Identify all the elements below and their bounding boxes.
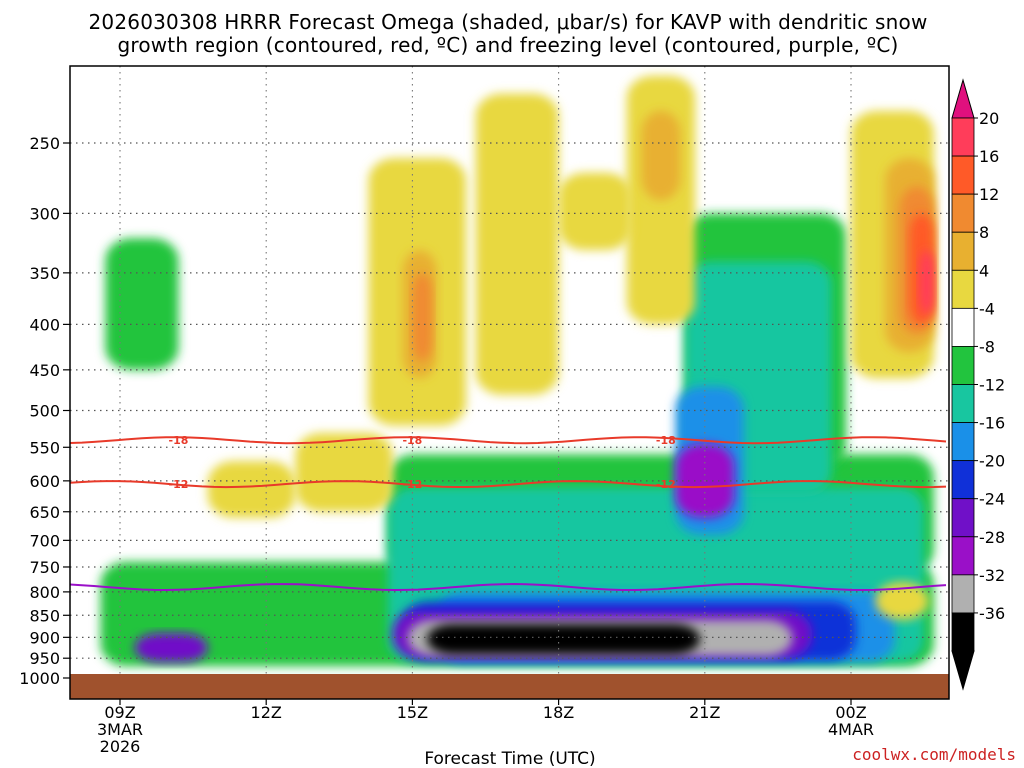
y-tick-label-750: 750 [29, 558, 60, 577]
colorbar-label-2: 12 [979, 185, 999, 204]
colorbar-swatch-5 [951, 307, 975, 347]
omega-region-25 [412, 272, 432, 362]
contour-label-1-1: -12 [402, 478, 422, 491]
y-tick-label-250: 250 [29, 134, 60, 153]
colorbar-label-5: -4 [979, 299, 995, 318]
y-tick-label-900: 900 [29, 628, 60, 647]
colorbar-bottom-arrow [951, 650, 975, 691]
omega-region-23 [641, 110, 681, 201]
colorbar-swatch-7 [951, 384, 975, 423]
contour-label-1-2: -12 [656, 478, 676, 491]
x-tick-label-21Z-0: 21Z [689, 703, 720, 722]
y-tick-label-650: 650 [29, 503, 60, 522]
contour-1 [70, 480, 947, 489]
omega-region-17 [558, 172, 632, 251]
omega-region-28 [919, 250, 934, 315]
credit-text: coolwx.com/models [852, 745, 1016, 764]
omega-region-19 [295, 432, 393, 512]
colorbar-swatch-1 [951, 155, 975, 195]
y-tick-label-550: 550 [29, 438, 60, 457]
colorbar-swatch-8 [951, 422, 975, 462]
omega-region-9 [134, 633, 208, 663]
contour-2 [70, 582, 947, 592]
contour-label-1-0: -12 [169, 478, 189, 491]
contour-0 [70, 436, 947, 445]
temperature-contours: -18 -18 -18 -12 -12 -12 [70, 434, 947, 592]
x-tick-label-00Z-1: 4MAR [828, 720, 874, 739]
y-tick-label-950: 950 [29, 649, 60, 668]
colorbar-label-9: -20 [979, 452, 1005, 471]
ground-surface [70, 674, 949, 699]
x-tick-label-09Z-0: 09Z [104, 703, 135, 722]
colorbar-label-7: -12 [979, 376, 1005, 395]
chart-title: 2026030308 HRRR Forecast Omega (shaded, … [89, 10, 928, 57]
colorbar-swatch-9 [951, 460, 975, 500]
colorbar-swatch-12 [951, 574, 975, 614]
chart-title-line-2: growth region (contoured, red, ºC) and f… [117, 33, 898, 57]
colorbar-swatch-13 [951, 612, 975, 652]
x-tick-label-09Z-2: 2026 [100, 737, 141, 756]
y-tick-label-800: 800 [29, 583, 60, 602]
omega-region-20 [207, 461, 296, 518]
chart-title-line-1: 2026030308 HRRR Forecast Omega (shaded, … [89, 10, 928, 34]
colorbar-top-arrow [951, 78, 975, 119]
y-axis: 250 300 350 400 450 500 550 600 650 700 750 800 850 9… [19, 134, 70, 688]
x-tick-label-09Z-1: 3MAR [97, 720, 143, 739]
colorbar-label-4: 4 [979, 261, 989, 280]
contour-label-0-1: -18 [402, 434, 422, 447]
omega-region-13 [427, 624, 700, 655]
omega-region-3 [105, 238, 179, 370]
y-tick-label-1000: 1000 [19, 669, 60, 688]
y-tick-label-350: 350 [29, 264, 60, 283]
x-tick-label-15Z-0: 15Z [397, 703, 428, 722]
y-tick-label-450: 450 [29, 361, 60, 380]
colorbar-label-1: 16 [979, 147, 999, 166]
y-tick-label-500: 500 [29, 402, 60, 421]
colorbar-label-6: -8 [979, 337, 995, 356]
colorbar-swatch-6 [951, 346, 975, 385]
colorbar-label-11: -28 [979, 528, 1005, 547]
x-tick-label-00Z-0: 00Z [835, 703, 866, 722]
contour-label-0-2: -18 [656, 434, 676, 447]
y-tick-label-400: 400 [29, 315, 60, 334]
colorbar-label-0: 20 [979, 109, 999, 128]
colorbar-swatch-2 [951, 193, 975, 233]
colorbar-swatch-4 [951, 269, 975, 309]
y-tick-label-700: 700 [29, 531, 60, 550]
colorbar: 20 16 12 8 4 -4 -8 -12 -16 -20 -24 -28 -32 -36 [951, 78, 1005, 691]
colorbar-swatch-0 [951, 117, 975, 157]
x-axis-label: Forecast Time (UTC) [424, 749, 595, 768]
colorbar-label-3: 8 [979, 223, 989, 242]
colorbar-swatch-10 [951, 498, 975, 538]
colorbar-label-8: -16 [979, 414, 1005, 433]
y-tick-label-600: 600 [29, 472, 60, 491]
contour-label-0-0: -18 [169, 434, 189, 447]
y-tick-label-300: 300 [29, 204, 60, 223]
y-tick-label-850: 850 [29, 606, 60, 625]
x-tick-label-12Z-0: 12Z [251, 703, 282, 722]
colorbar-label-10: -24 [979, 490, 1005, 509]
omega-region-21 [875, 582, 929, 620]
colorbar-label-12: -32 [979, 566, 1005, 585]
colorbar-label-13: -36 [979, 604, 1005, 623]
x-tick-label-18Z-0: 18Z [543, 703, 574, 722]
colorbar-swatch-11 [951, 536, 975, 576]
plot-frame [69, 65, 950, 700]
colorbar-swatch-3 [951, 231, 975, 271]
omega-region-15 [475, 93, 559, 395]
